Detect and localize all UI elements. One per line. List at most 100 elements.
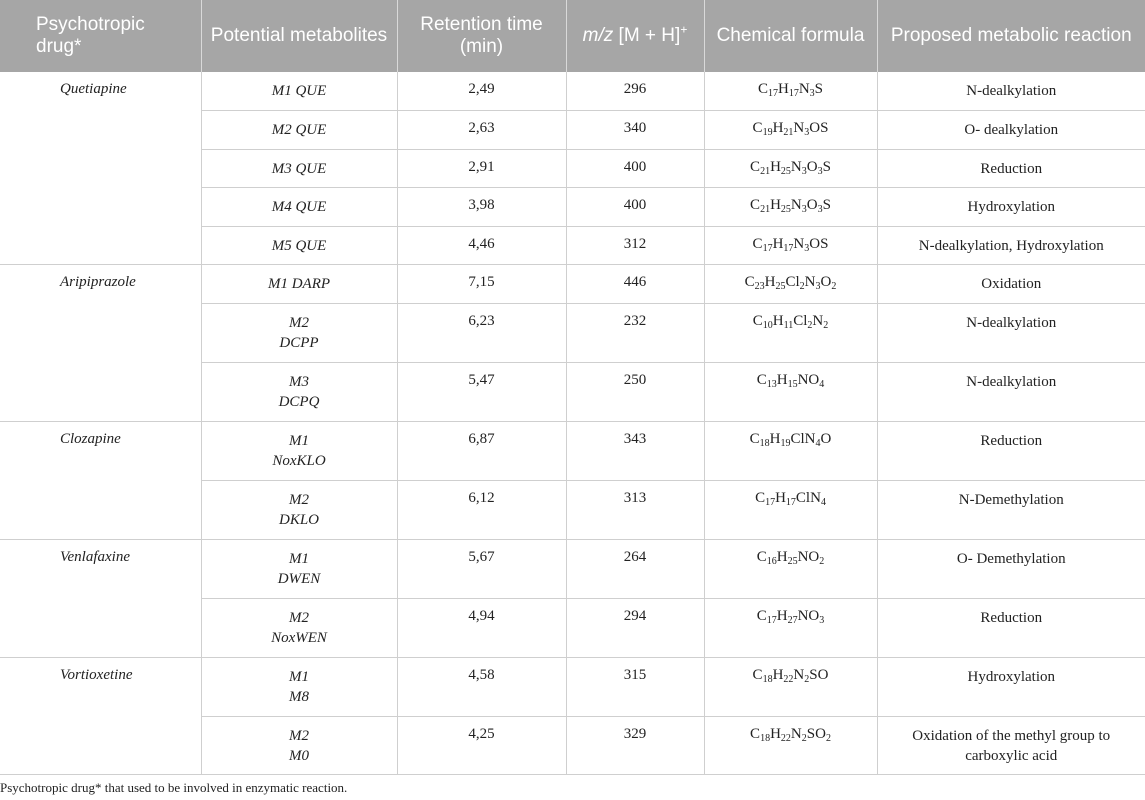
cell-reaction: Reduction (877, 421, 1145, 481)
cell-formula: C19H21N3OS (704, 110, 878, 150)
formula-element: H (777, 81, 789, 97)
cell-formula: C10H11Cl2N2 (704, 303, 878, 363)
cell-mz: 312 (566, 226, 705, 265)
formula-element: N (790, 158, 802, 175)
cell-metabolite: M1 QUE (201, 72, 398, 111)
formula-element: H (772, 666, 784, 683)
formula-element: C (752, 235, 763, 252)
formula-element: C (744, 273, 755, 290)
formula-subscript: 17 (766, 614, 777, 626)
formula-element: C (752, 666, 763, 683)
formula-subscript: 21 (760, 203, 771, 215)
cell-reaction: N-dealkylation (877, 72, 1145, 111)
formula-subscript: 18 (760, 732, 771, 744)
cell-formula: C17H27NO3 (704, 598, 878, 658)
formula-subscript: 2 (801, 732, 807, 744)
cell-reaction: Reduction (877, 149, 1145, 188)
cell-retention-time: 5,67 (397, 539, 567, 599)
header-formula: Chemical formula (704, 0, 878, 72)
formula-subscript: 2 (799, 280, 805, 292)
cell-mz: 400 (566, 187, 705, 227)
formula-subscript: 21 (783, 126, 794, 138)
formula-element: C (756, 548, 767, 565)
cell-formula: C23H25Cl2N3O2 (704, 264, 878, 304)
cell-mz: 315 (566, 657, 705, 717)
formula-element: H (776, 548, 788, 565)
cell-reaction: Oxidation (877, 264, 1145, 304)
cell-metabolite: M2 DCPP (201, 303, 398, 363)
formula-element: H (770, 196, 781, 213)
formula-subscript: 17 (785, 496, 796, 508)
header-retention: Retention time (min) (397, 0, 567, 72)
cell-metabolite: M1 DARP (201, 264, 398, 304)
table-row: M5 QUE 4,46 312 C17H17N3OS N-dealkylation, H… (0, 226, 1145, 265)
formula-element: H (772, 312, 784, 329)
formula-element: S (822, 158, 831, 175)
formula-element: N (804, 273, 816, 290)
formula-element: O (806, 196, 818, 213)
footnote: Psychotropic drug* that used to be invol… (0, 780, 348, 795)
header-drug: Psychotropic drug* (0, 0, 202, 72)
cell-mz: 313 (566, 480, 705, 540)
cell-reaction: O- Demethylation (877, 539, 1145, 599)
formula-subscript: 4 (820, 496, 826, 508)
formula-subscript: 19 (762, 126, 773, 138)
cell-retention-time: 5,47 (397, 362, 567, 422)
formula-element: O (806, 158, 818, 175)
formula-element: N (793, 666, 805, 683)
cell-reaction: O- dealkylation (877, 110, 1145, 150)
formula-element: OS (809, 235, 829, 252)
formula-element: N (790, 196, 802, 213)
cell-mz: 296 (566, 72, 705, 111)
formula-subscript: 11 (783, 319, 794, 331)
table-row: Vortioxetine M1 M8 4,58 315 C18H22N2SO Hydroxy… (0, 657, 1145, 775)
formula-subscript: 19 (780, 437, 791, 449)
formula-element: C (756, 607, 767, 624)
cell-mz: 400 (566, 149, 705, 188)
formula-element: C (755, 489, 766, 506)
cell-formula: C17H17ClN4 (704, 480, 878, 540)
header-mz-italic: m/z (582, 25, 614, 46)
formula-element: NO (797, 607, 820, 624)
cell-drug: Aripiprazole (0, 264, 202, 422)
cell-metabolite: M2 NoxWEN (201, 598, 398, 658)
formula-element: H (772, 235, 784, 252)
cell-drug: Venlafaxine (0, 539, 202, 658)
formula-subscript: 3 (817, 165, 823, 177)
formula-subscript: 3 (817, 203, 823, 215)
formula-subscript: 3 (809, 88, 815, 99)
cell-metabolite: M2 M0 (201, 716, 398, 775)
cell-metabolite: M3 DCPQ (201, 362, 398, 422)
cell-formula: C18H22N2SO (704, 657, 878, 717)
formula-element: H (776, 371, 788, 388)
formula-element: O (820, 430, 832, 447)
cell-metabolite: M4 QUE (201, 187, 398, 227)
cell-retention-time: 2,91 (397, 149, 567, 188)
cell-formula: C17H17N3OS (704, 226, 878, 265)
formula-subscript: 3 (804, 126, 810, 138)
cell-mz: 250 (566, 362, 705, 422)
cell-formula: C17H17N3S (704, 72, 878, 111)
cell-formula: C13H15NO4 (704, 362, 878, 422)
cell-reaction: N-dealkylation (877, 303, 1145, 363)
cell-mz: 264 (566, 539, 705, 599)
formula-subscript: 21 (760, 165, 771, 177)
formula-subscript: 10 (762, 319, 773, 331)
formula-element: S (814, 81, 824, 97)
formula-subscript: 17 (767, 88, 778, 99)
cell-retention-time: 4,46 (397, 226, 567, 265)
cell-formula: C18H19ClN4O (704, 421, 878, 481)
cell-drug: Clozapine (0, 421, 202, 540)
formula-subscript: 3 (801, 203, 807, 215)
cell-reaction: N-dealkylation (877, 362, 1145, 422)
formula-element: H (769, 430, 781, 447)
cell-formula: C18H22N2SO2 (704, 716, 878, 775)
formula-element: N (793, 235, 805, 252)
cell-retention-time: 7,15 (397, 264, 567, 304)
table-row: M2 NoxWEN 4,94 294 C17H27NO3 Reduction (0, 598, 1145, 658)
header-mz: m/z [M + H]+ (566, 0, 705, 72)
formula-subscript: 17 (783, 242, 794, 254)
formula-subscript: 2 (825, 732, 831, 744)
formula-element: Cl (793, 312, 808, 329)
formula-subscript: 25 (780, 203, 791, 215)
